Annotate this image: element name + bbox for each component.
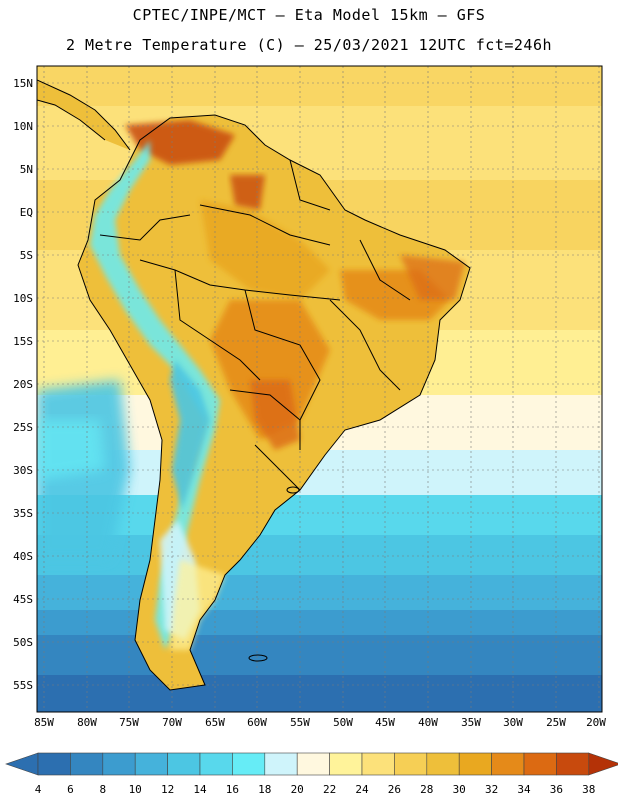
lat-label: 55S bbox=[13, 679, 33, 692]
colorbar-label: 8 bbox=[99, 783, 106, 796]
lat-label: 15N bbox=[13, 77, 33, 90]
colorbar-label: 6 bbox=[67, 783, 74, 796]
colorbar-label: 12 bbox=[161, 783, 174, 796]
colorbar-label: 26 bbox=[388, 783, 401, 796]
lon-label: 25W bbox=[546, 716, 566, 729]
colorbar-cell bbox=[102, 752, 136, 776]
colorbar-cell bbox=[394, 752, 428, 776]
colorbar-cell bbox=[232, 752, 266, 776]
map-title-line1: CPTEC/INPE/MCT – Eta Model 15km – GFS bbox=[132, 6, 486, 24]
longitude-axis: 85W 80W 75W 70W 65W 60W 55W 50W 45W 40W … bbox=[34, 716, 606, 729]
colorbar-cell bbox=[491, 752, 525, 776]
lat-label: 50S bbox=[13, 636, 33, 649]
latitude-axis: 15N 10N 5N EQ 5S 10S 15S 20S 25S 30S 35S… bbox=[13, 77, 33, 692]
colorbar-cell bbox=[167, 752, 201, 776]
colorbar-label: 22 bbox=[323, 783, 336, 796]
colorbar-label: 18 bbox=[258, 783, 271, 796]
colorbar-label: 28 bbox=[420, 783, 433, 796]
colorbar: 4 6 8 10 12 14 16 18 20 22 24 26 28 30 32 34 36 38 bbox=[5, 752, 618, 796]
map-title-line2: 2 Metre Temperature (C) – 25/03/2021 12U… bbox=[65, 36, 553, 54]
colorbar-cell bbox=[37, 752, 71, 776]
colorbar-label: 14 bbox=[193, 783, 207, 796]
colorbar-label: 10 bbox=[129, 783, 142, 796]
lat-label: 20S bbox=[13, 378, 33, 391]
lat-label: 45S bbox=[13, 593, 33, 606]
colorbar-cell bbox=[426, 752, 460, 776]
colorbar-high-arrow bbox=[588, 752, 618, 776]
lon-label: 55W bbox=[290, 716, 310, 729]
lat-label: 30S bbox=[13, 464, 33, 477]
lat-label: 35S bbox=[13, 507, 33, 520]
lon-label: 80W bbox=[77, 716, 97, 729]
colorbar-label: 16 bbox=[226, 783, 239, 796]
lat-label: EQ bbox=[20, 206, 33, 219]
lat-label: 5N bbox=[20, 163, 33, 176]
lon-label: 70W bbox=[162, 716, 182, 729]
lon-label: 50W bbox=[333, 716, 353, 729]
lon-label: 85W bbox=[34, 716, 54, 729]
colorbar-cell bbox=[329, 752, 363, 776]
colorbar-label: 30 bbox=[453, 783, 466, 796]
colorbar-low-arrow bbox=[5, 752, 39, 776]
lat-label: 25S bbox=[13, 421, 33, 434]
lat-label: 40S bbox=[13, 550, 33, 563]
colorbar-label: 4 bbox=[35, 783, 42, 796]
map-frame bbox=[36, 65, 603, 713]
colorbar-label: 36 bbox=[550, 783, 563, 796]
lat-label: 5S bbox=[20, 249, 33, 262]
lon-label: 30W bbox=[503, 716, 523, 729]
graticule bbox=[37, 66, 602, 712]
colorbar-cell bbox=[523, 752, 557, 776]
colorbar-cell bbox=[296, 752, 330, 776]
colorbar-cell bbox=[361, 752, 395, 776]
lon-label: 75W bbox=[119, 716, 139, 729]
colorbar-cell bbox=[70, 752, 104, 776]
colorbar-cell bbox=[556, 752, 590, 776]
lat-label: 10S bbox=[13, 292, 33, 305]
lon-label: 35W bbox=[461, 716, 481, 729]
colorbar-label: 32 bbox=[485, 783, 498, 796]
andes-cold-strip bbox=[90, 140, 220, 650]
colorbar-label: 20 bbox=[291, 783, 304, 796]
lat-label: 10N bbox=[13, 120, 33, 133]
coastline-borders bbox=[37, 79, 471, 691]
colorbar-cell bbox=[134, 752, 168, 776]
lat-label: 15S bbox=[13, 335, 33, 348]
lon-label: 45W bbox=[375, 716, 395, 729]
lon-label: 65W bbox=[205, 716, 225, 729]
colorbar-label: 34 bbox=[517, 783, 531, 796]
colorbar-cell bbox=[264, 752, 298, 776]
colorbar-cell bbox=[458, 752, 492, 776]
colorbar-cell bbox=[199, 752, 233, 776]
colorbar-label: 38 bbox=[582, 783, 595, 796]
lon-label: 40W bbox=[418, 716, 438, 729]
colorbar-label: 24 bbox=[355, 783, 369, 796]
lon-label: 20W bbox=[586, 716, 606, 729]
lon-label: 60W bbox=[247, 716, 267, 729]
